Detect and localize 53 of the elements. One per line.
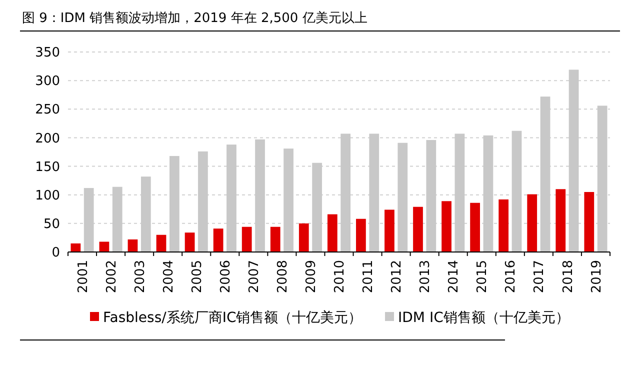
bar [327, 214, 338, 252]
x-tick-label: 2009 [304, 260, 320, 294]
x-tick-label: 2011 [361, 260, 376, 294]
x-tick-label: 2015 [475, 260, 490, 294]
bar [213, 228, 224, 252]
y-tick-label: 200 [35, 131, 60, 146]
bar [128, 239, 138, 252]
y-tick-label: 150 [35, 160, 60, 175]
bar [527, 194, 538, 252]
bar [169, 156, 180, 252]
x-tick-label: 2008 [275, 260, 290, 294]
bar [70, 243, 81, 252]
y-tick-label: 50 [43, 216, 60, 232]
y-tick-label: 350 [35, 46, 60, 61]
y-tick-label: 0 [52, 246, 60, 261]
bar [413, 206, 423, 252]
bar [442, 201, 452, 252]
y-tick-label: 250 [35, 102, 60, 118]
x-tick-label: 2002 [104, 260, 120, 294]
x-tick-label: 2013 [418, 260, 434, 294]
bar [556, 189, 566, 252]
bar [284, 148, 294, 252]
bar [584, 192, 594, 252]
x-tick-label: 2003 [132, 260, 148, 294]
x-tick-label: 2007 [246, 260, 262, 294]
bar [298, 223, 309, 252]
bar [99, 242, 110, 252]
x-tick-label: 2019 [589, 260, 604, 294]
x-tick-label: 2018 [560, 260, 576, 294]
bar [512, 130, 522, 252]
x-tick-label: 2012 [390, 260, 405, 294]
bar [184, 232, 195, 252]
bar [156, 234, 166, 252]
x-tick-label: 2005 [190, 260, 205, 294]
y-tick-label: 300 [35, 74, 60, 90]
legend-label: IDM IC销售额（十亿美元） [398, 310, 570, 326]
x-tick-label: 2004 [161, 260, 176, 294]
x-tick-label: 2001 [76, 260, 91, 294]
bar [242, 226, 252, 252]
x-tick-label: 2010 [332, 260, 348, 294]
bar [470, 202, 480, 252]
bar [398, 142, 408, 252]
x-tick-label: 2016 [504, 260, 519, 294]
legend-label: Fasbless/系统厂商IC销售额（十亿美元） [103, 310, 362, 326]
bar [356, 218, 366, 252]
y-tick-label: 100 [35, 188, 60, 204]
bar [384, 210, 394, 252]
bar [270, 226, 280, 252]
chart-title: 图 9：IDM 销售额波动增加，2019 年在 2,500 亿美元以上 [22, 10, 368, 26]
x-tick-label: 2017 [532, 260, 548, 294]
x-tick-label: 2014 [446, 260, 462, 294]
bar [498, 199, 509, 252]
x-tick-label: 2006 [218, 260, 234, 294]
